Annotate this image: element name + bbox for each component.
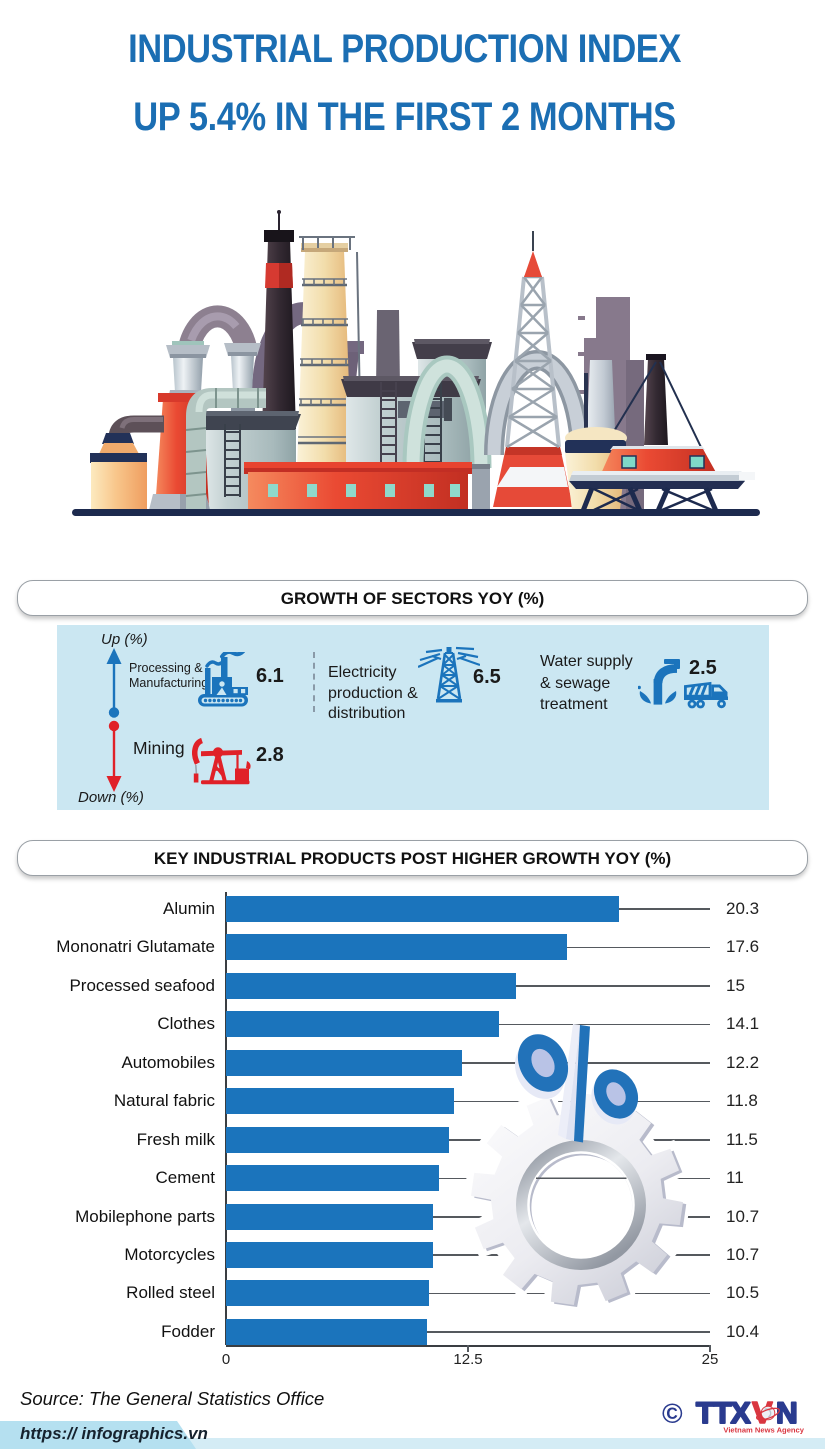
svg-text:©: © bbox=[662, 1398, 683, 1429]
svg-text:Vietnam News Agency: Vietnam News Agency bbox=[723, 1426, 804, 1435]
svg-text:N: N bbox=[776, 1397, 798, 1430]
svg-text:TTX: TTX bbox=[696, 1397, 751, 1430]
